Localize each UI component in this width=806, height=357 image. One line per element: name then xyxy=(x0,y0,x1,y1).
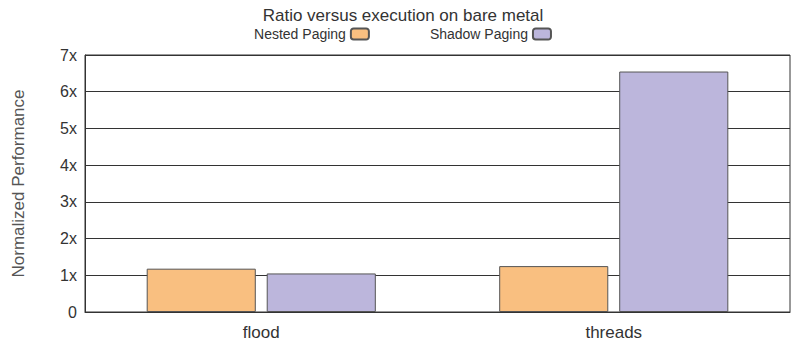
svg-text:7x: 7x xyxy=(60,47,77,64)
svg-text:3x: 3x xyxy=(60,193,77,210)
svg-text:Nested Paging: Nested Paging xyxy=(254,26,346,42)
svg-text:Shadow Paging: Shadow Paging xyxy=(430,26,528,42)
svg-text:4x: 4x xyxy=(60,157,77,174)
svg-text:5x: 5x xyxy=(60,120,77,137)
svg-text:0: 0 xyxy=(68,304,77,321)
svg-text:Ratio versus execution on bare: Ratio versus execution on bare metal xyxy=(263,6,544,25)
svg-text:flood: flood xyxy=(243,323,280,342)
svg-text:2x: 2x xyxy=(60,230,77,247)
svg-text:Normalized Performance: Normalized Performance xyxy=(9,89,28,277)
svg-text:6x: 6x xyxy=(60,83,77,100)
svg-text:threads: threads xyxy=(585,323,642,342)
svg-text:1x: 1x xyxy=(60,267,77,284)
